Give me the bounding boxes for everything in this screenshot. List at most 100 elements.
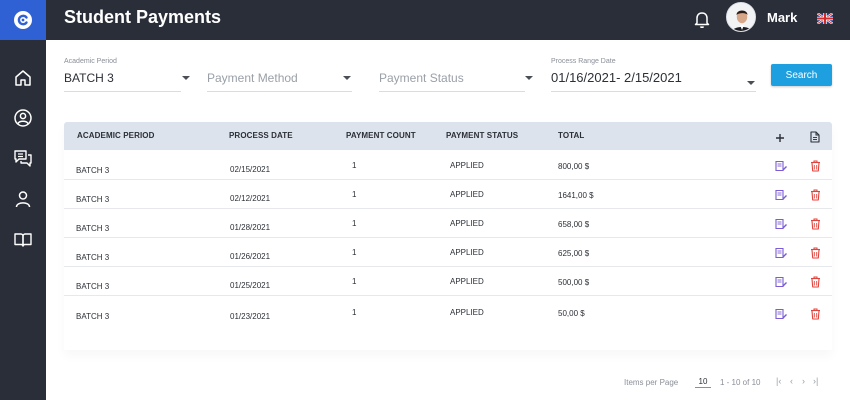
column-header-payment-status[interactable]: PAYMENT STATUS: [446, 131, 519, 140]
cell-academic-period: BATCH 3: [76, 195, 110, 204]
cell-process-date: 01/26/2021: [230, 252, 271, 261]
cell-academic-period: BATCH 3: [76, 224, 110, 233]
edit-document-icon: [775, 247, 787, 259]
column-header-process-date[interactable]: PROCESS DATE: [229, 131, 293, 140]
payment-method-select[interactable]: Payment Method: [207, 56, 352, 92]
table-row[interactable]: BATCH 3 02/12/2021 1 APPLIED 1641,00 $: [64, 180, 832, 209]
payment-status-select[interactable]: Payment Status: [379, 56, 533, 92]
payment-status-placeholder: Payment Status: [379, 71, 464, 85]
academic-period-value: BATCH 3: [64, 71, 114, 85]
last-page-button[interactable]: ›|: [813, 376, 818, 386]
logo[interactable]: [0, 0, 46, 40]
edit-button[interactable]: [775, 275, 787, 288]
cell-process-date: 01/28/2021: [230, 223, 271, 232]
academic-period-label: Academic Period: [64, 58, 117, 65]
add-button[interactable]: [775, 130, 785, 148]
plus-icon: [776, 134, 784, 142]
academic-period-select[interactable]: Academic Period BATCH 3: [64, 56, 190, 92]
table-row[interactable]: BATCH 3 01/26/2021 1 APPLIED 625,00 $: [64, 238, 832, 267]
process-range-label: Process Range Date: [551, 58, 616, 65]
edit-document-icon: [775, 276, 787, 288]
payment-method-placeholder: Payment Method: [207, 71, 298, 85]
nav-account[interactable]: [11, 187, 35, 211]
edit-button[interactable]: [775, 246, 787, 259]
search-button[interactable]: Search: [771, 64, 832, 86]
table-row[interactable]: BATCH 3 01/25/2021 1 APPLIED 500,00 $: [64, 267, 832, 296]
delete-button[interactable]: [810, 159, 822, 172]
cell-payment-count: 1: [352, 219, 357, 228]
person-icon: [15, 191, 31, 208]
cell-total: 625,00 $: [558, 249, 590, 258]
table-row[interactable]: BATCH 3 01/23/2021 1 APPLIED 50,00 $: [64, 296, 832, 325]
uk-flag-icon: [816, 12, 834, 25]
trash-icon: [811, 218, 820, 230]
sidebar: [0, 0, 46, 400]
cell-total: 658,00 $: [558, 220, 590, 229]
page-title: Student Payments: [64, 7, 222, 27]
edit-document-icon: [775, 308, 787, 320]
cell-payment-status: APPLIED: [450, 190, 484, 199]
top-bar: Student Payments Mark: [46, 0, 850, 40]
first-page-button[interactable]: |‹: [776, 376, 781, 386]
notifications-button[interactable]: [691, 8, 713, 30]
last-page-icon: ›|: [813, 376, 819, 386]
nav-home[interactable]: [11, 66, 35, 90]
edit-button[interactable]: [775, 188, 787, 201]
cell-payment-status: APPLIED: [450, 277, 484, 286]
nav-profile[interactable]: [11, 106, 35, 130]
cell-academic-period: BATCH 3: [76, 282, 110, 291]
chat-icon: [14, 150, 32, 167]
trash-icon: [811, 189, 820, 201]
column-header-total[interactable]: TOTAL: [558, 131, 585, 140]
cell-payment-count: 1: [352, 161, 357, 170]
delete-button[interactable]: [810, 217, 822, 230]
cell-payment-status: APPLIED: [450, 219, 484, 228]
delete-button[interactable]: [810, 307, 822, 320]
trash-icon: [811, 276, 820, 288]
user-circle-icon: [14, 109, 32, 127]
export-button[interactable]: [810, 130, 820, 148]
next-page-button[interactable]: ›: [802, 376, 805, 386]
cell-total: 1641,00 $: [558, 191, 594, 200]
chevron-left-icon: ‹: [790, 376, 793, 386]
table-row[interactable]: BATCH 3 02/15/2021 1 APPLIED 800,00 $: [64, 151, 832, 180]
document-icon: [810, 131, 820, 143]
edit-button[interactable]: [775, 159, 787, 172]
language-selector[interactable]: [816, 11, 834, 25]
cell-process-date: 01/23/2021: [230, 312, 271, 321]
items-per-page-label: Items per Page: [624, 378, 679, 387]
chevron-down-icon: [182, 76, 190, 80]
pagination-range: 1 - 10 of 10: [720, 378, 761, 387]
cell-payment-status: APPLIED: [450, 248, 484, 257]
cell-payment-count: 1: [352, 277, 357, 286]
user-name[interactable]: Mark: [767, 10, 798, 25]
nav-courses[interactable]: [11, 228, 35, 252]
avatar[interactable]: [726, 2, 756, 32]
trash-icon: [811, 308, 820, 320]
cell-process-date: 02/15/2021: [230, 165, 271, 174]
edit-document-icon: [775, 189, 787, 201]
cell-total: 50,00 $: [558, 309, 585, 318]
bell-icon: [694, 12, 710, 28]
cell-academic-period: BATCH 3: [76, 166, 110, 175]
cell-payment-count: 1: [352, 190, 357, 199]
column-header-academic-period[interactable]: ACADEMIC PERIOD: [77, 131, 155, 140]
logo-icon: [14, 11, 32, 29]
book-icon: [14, 233, 32, 247]
chevron-down-icon: [525, 76, 533, 80]
edit-button[interactable]: [775, 307, 787, 320]
delete-button[interactable]: [810, 246, 822, 259]
previous-page-button[interactable]: ‹: [790, 376, 793, 386]
process-range-value: 01/16/2021- 2/15/2021: [551, 70, 682, 85]
table-header: ACADEMIC PERIOD PROCESS DATE PAYMENT COU…: [64, 122, 832, 150]
column-header-payment-count[interactable]: PAYMENT COUNT: [346, 131, 416, 140]
process-range-date-picker[interactable]: Process Range Date 01/16/2021- 2/15/2021: [551, 56, 756, 92]
delete-button[interactable]: [810, 188, 822, 201]
edit-button[interactable]: [775, 217, 787, 230]
cell-payment-count: 1: [352, 248, 357, 257]
cell-process-date: 02/12/2021: [230, 194, 271, 203]
delete-button[interactable]: [810, 275, 822, 288]
table-row[interactable]: BATCH 3 01/28/2021 1 APPLIED 658,00 $: [64, 209, 832, 238]
items-per-page-select[interactable]: 10: [695, 377, 711, 388]
nav-messages[interactable]: [11, 146, 35, 170]
